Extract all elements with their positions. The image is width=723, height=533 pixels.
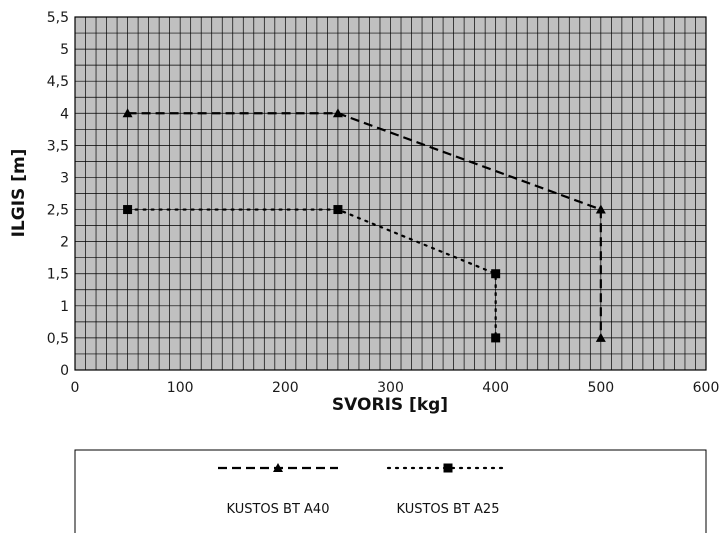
series — [122, 108, 606, 342]
x-tick-label: 0 — [71, 380, 80, 396]
data-point — [491, 269, 501, 279]
y-tick-label: 2 — [60, 235, 69, 251]
legend-entry: KUSTOS BT A40 — [218, 463, 338, 517]
series-line — [126, 208, 497, 340]
legend-label: KUSTOS BT A40 — [227, 502, 330, 517]
series — [123, 205, 501, 343]
y-tick-label: 5 — [60, 42, 69, 58]
legend-label: KUSTOS BT A25 — [397, 502, 500, 517]
data-point — [491, 333, 501, 343]
grid — [75, 17, 706, 370]
y-axis-title: ILGIS [m] — [9, 149, 29, 238]
y-tick-label: 2,5 — [47, 203, 69, 219]
series-line — [127, 112, 602, 338]
y-tick-labels: 0 0,5 1 1,5 2 2,5 3 3,5 4 4,5 5 5,5 — [47, 10, 69, 379]
x-tick-label: 400 — [482, 380, 509, 396]
legend-box — [74, 449, 707, 533]
y-tick-label: 3,5 — [47, 138, 69, 154]
series-layer — [122, 108, 606, 343]
legend-entry: KUSTOS BT A25 — [386, 463, 510, 517]
legend-marker — [443, 463, 453, 473]
data-point — [595, 204, 606, 214]
y-tick-label: 1 — [60, 299, 69, 315]
x-tick-labels: 0 100 200 300 400 500 600 — [71, 380, 720, 396]
data-point — [123, 205, 133, 215]
y-tick-label: 0,5 — [47, 331, 69, 347]
data-point — [595, 332, 606, 342]
data-point — [333, 205, 343, 215]
y-tick-label: 3 — [60, 170, 69, 186]
x-axis-title: SVORIS [kg] — [332, 395, 448, 415]
y-tick-label: 4 — [60, 106, 69, 122]
y-tick-label: 5,5 — [47, 10, 69, 26]
y-tick-label: 1,5 — [47, 267, 69, 283]
plot-border — [74, 16, 707, 371]
y-tick-label: 4,5 — [47, 74, 69, 90]
x-tick-label: 300 — [377, 380, 404, 396]
data-point — [332, 108, 343, 118]
y-tick-label: 0 — [60, 363, 69, 379]
x-tick-label: 200 — [272, 380, 299, 396]
x-tick-label: 600 — [693, 380, 720, 396]
legend: KUSTOS BT A40 KUSTOS BT A25 — [218, 463, 510, 517]
x-tick-label: 100 — [167, 380, 194, 396]
data-point — [122, 108, 133, 118]
x-tick-label: 500 — [587, 380, 614, 396]
legend-marker — [273, 463, 283, 472]
